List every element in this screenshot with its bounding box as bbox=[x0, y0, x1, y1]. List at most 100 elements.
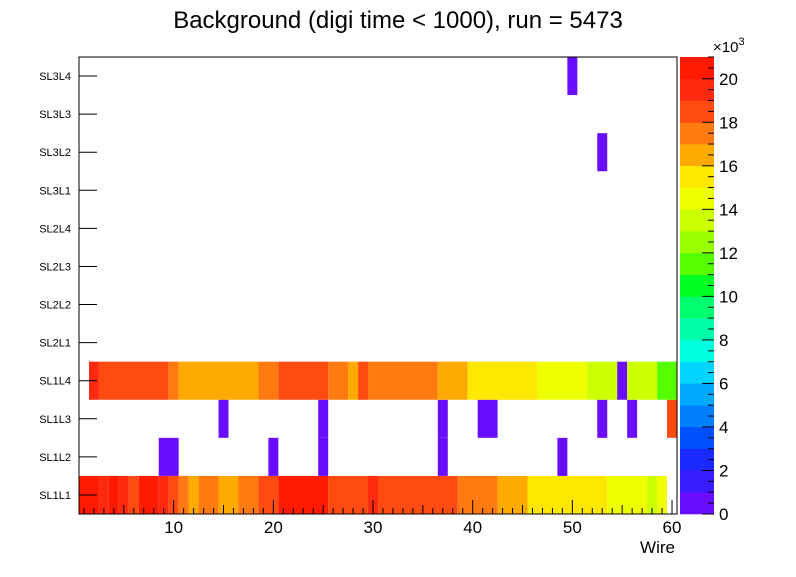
palette-segment-20 bbox=[680, 57, 714, 80]
heatmap-cell-sl1l2-1 bbox=[268, 437, 279, 476]
palette-segment-3 bbox=[680, 426, 714, 450]
palette-segment-7 bbox=[680, 339, 714, 362]
chart-title: Background (digi time < 1000), run = 547… bbox=[173, 7, 623, 34]
heatmap-cell-sl3l2-0 bbox=[597, 133, 608, 172]
x-tick-label-30: 30 bbox=[364, 518, 383, 537]
heatmap-cell-sl1l4-7 bbox=[348, 361, 359, 400]
heatmap-cell-sl1l4-5 bbox=[278, 361, 329, 400]
heatmap-cell-sl1l3-3 bbox=[477, 399, 498, 438]
palette-segment-10 bbox=[680, 274, 714, 297]
heatmap-cell-sl1l4-9 bbox=[368, 361, 438, 400]
y-tick-label-sl1l2: SL1L2 bbox=[39, 452, 71, 464]
heatmap-cell-sl1l4-4 bbox=[258, 361, 279, 400]
x-tick-label-60: 60 bbox=[663, 518, 682, 537]
y-tick-label-sl1l4: SL1L4 bbox=[39, 376, 71, 388]
palette-tick-label-6: 6 bbox=[719, 374, 728, 393]
heatmap-cell-sl1l4-1 bbox=[98, 361, 169, 400]
heatmap-cell-sl1l1-14 bbox=[278, 475, 329, 514]
palette-tick-label-16: 16 bbox=[719, 157, 738, 176]
color-scale-axis: 0 2 4 6 8 10 12 14 16 18 20 bbox=[702, 56, 738, 524]
palette-tick-label-14: 14 bbox=[719, 200, 738, 219]
heatmap-cell-sl1l4-16 bbox=[657, 361, 677, 400]
palette-segment-14 bbox=[680, 187, 714, 210]
heatmap-cell-sl1l1-13 bbox=[258, 475, 279, 514]
y-tick-label-sl3l1: SL3L1 bbox=[39, 185, 71, 197]
heatmap-cell-sl1l1-6 bbox=[158, 475, 169, 514]
palette-segment-1 bbox=[680, 470, 714, 493]
palette-segment-2 bbox=[680, 448, 714, 471]
palette-tick-label-8: 8 bbox=[719, 331, 728, 350]
heatmap-cell-sl1l3-4 bbox=[597, 399, 608, 438]
x-tick-label-20: 20 bbox=[264, 518, 283, 537]
heatmap-cell-sl1l1-12 bbox=[238, 475, 259, 514]
color-scale-exponent-power: 3 bbox=[738, 36, 744, 48]
heatmap-cell-sl3l4-0 bbox=[567, 57, 578, 96]
heatmap-cell-sl1l1-17 bbox=[378, 475, 458, 514]
palette-segment-13 bbox=[680, 209, 714, 232]
palette-segment-15 bbox=[680, 165, 714, 188]
heatmap-cell-sl1l3-2 bbox=[437, 399, 448, 438]
heatmap-cell-sl1l1-16 bbox=[368, 475, 378, 514]
y-tick-label-sl2l3: SL2L3 bbox=[39, 261, 71, 273]
heatmap-cell-sl1l1-1 bbox=[98, 475, 109, 514]
heatmap-cell-sl1l1-8 bbox=[178, 475, 189, 514]
heatmap-cells bbox=[79, 57, 677, 514]
heatmap-cell-sl1l4-6 bbox=[328, 361, 349, 400]
heatmap-cell-sl1l2-2 bbox=[318, 437, 329, 476]
y-tick-label-sl2l2: SL2L2 bbox=[39, 300, 71, 312]
x-tick-label-40: 40 bbox=[463, 518, 482, 537]
heatmap-cell-sl1l1-4 bbox=[128, 475, 139, 514]
y-axis: SL1L1 SL1L2 SL1L3 SL1L4 SL2L1 SL2L2 SL2L3 SL2L4… bbox=[39, 71, 97, 502]
palette-tick-label-20: 20 bbox=[719, 70, 738, 89]
heatmap-cell-sl1l1-9 bbox=[188, 475, 199, 514]
heatmap-cell-sl1l1-2 bbox=[108, 475, 119, 514]
heatmap-cell-sl1l1-10 bbox=[198, 475, 219, 514]
palette-tick-label-10: 10 bbox=[719, 287, 738, 306]
heatmap-cell-sl1l1-22 bbox=[607, 475, 648, 514]
heatmap-cell-sl1l3-1 bbox=[318, 399, 329, 438]
palette-segment-17 bbox=[680, 122, 714, 145]
heatmap-cell-sl1l4-10 bbox=[437, 361, 468, 400]
palette-segment-18 bbox=[680, 100, 714, 123]
palette-segment-0 bbox=[680, 492, 714, 515]
palette-segment-19 bbox=[680, 78, 714, 101]
palette-segment-11 bbox=[680, 252, 714, 275]
y-tick-label-sl2l4: SL2L4 bbox=[39, 223, 71, 235]
heatmap-cell-sl1l1-18 bbox=[457, 475, 498, 514]
palette-segment-4 bbox=[680, 405, 714, 428]
heatmap-cell-sl1l1-5 bbox=[138, 475, 159, 514]
palette-segment-16 bbox=[680, 144, 714, 167]
palette-tick-label-18: 18 bbox=[719, 113, 738, 132]
y-tick-label-sl2l1: SL2L1 bbox=[39, 338, 71, 350]
heatmap-cell-sl1l2-3 bbox=[437, 437, 448, 476]
plot-frame bbox=[78, 56, 678, 515]
heatmap-cell-sl1l4-8 bbox=[358, 361, 369, 400]
heatmap-cell-sl1l4-12 bbox=[537, 361, 588, 400]
color-scale-exponent-base: ×10 bbox=[713, 39, 738, 56]
x-tick-label-10: 10 bbox=[164, 518, 183, 537]
color-scale-exponent: ×103 bbox=[713, 36, 745, 56]
x-axis: 10 20 30 40 50 60 bbox=[83, 500, 682, 537]
heatmap-cell-sl1l4-15 bbox=[627, 361, 658, 400]
palette-segment-9 bbox=[680, 296, 714, 319]
heatmap-cell-sl1l3-6 bbox=[667, 399, 677, 438]
palette-tick-label-4: 4 bbox=[719, 418, 728, 437]
heatmap-cell-sl1l1-11 bbox=[218, 475, 239, 514]
x-axis-label: Wire bbox=[640, 538, 675, 557]
palette-tick-label-2: 2 bbox=[719, 461, 728, 480]
heatmap-cell-sl1l1-23 bbox=[647, 475, 658, 514]
heatmap-cell-sl1l1-15 bbox=[328, 475, 369, 514]
heatmap-cell-sl1l1-24 bbox=[657, 475, 668, 514]
heatmap-cell-sl1l1-20 bbox=[527, 475, 538, 514]
y-tick-label-sl1l3: SL1L3 bbox=[39, 414, 71, 426]
y-tick-label-sl3l4: SL3L4 bbox=[39, 71, 71, 83]
heatmap-cell-sl1l1-3 bbox=[118, 475, 129, 514]
palette-segment-8 bbox=[680, 318, 714, 341]
palette-segment-5 bbox=[680, 383, 714, 406]
heatmap-cell-sl1l4-3 bbox=[178, 361, 259, 400]
heatmap-cell-sl1l4-2 bbox=[168, 361, 179, 400]
color-palette bbox=[680, 57, 714, 515]
x-tick-label-50: 50 bbox=[563, 518, 582, 537]
